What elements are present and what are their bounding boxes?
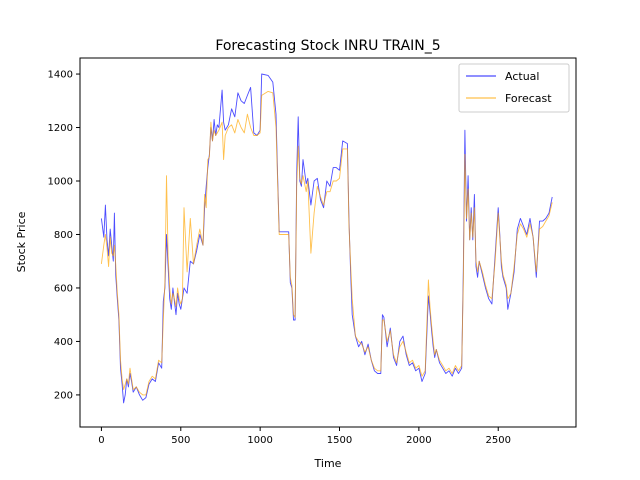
y-tick-label: 800 [54,230,73,241]
series-line-actual [100,73,553,404]
y-tick-label: 200 [54,390,73,401]
plot-area [100,73,553,404]
x-tick-label: 2000 [406,435,431,446]
y-tick-label: 400 [54,337,73,348]
x-axis: 0 500 1000 1500 2000 2500 [98,427,511,446]
y-tick-label: 1200 [48,123,73,134]
x-tick-label: 500 [171,435,190,446]
legend-label-actual: Actual [505,70,539,83]
x-tick-label: 1000 [247,435,272,446]
x-tick-label: 0 [98,435,104,446]
legend: Actual Forecast [458,63,570,113]
y-tick-label: 1400 [48,70,73,81]
y-tick-label: 1000 [48,177,73,188]
series-line-forecast [100,90,553,396]
chart-title: Forecasting Stock INRU TRAIN_5 [215,38,440,54]
x-axis-title: Time [314,457,342,470]
y-axis: 200 400 600 800 1000 1200 1400 [48,70,80,401]
y-axis-title: Stock Price [15,211,28,272]
plot-frame [79,57,577,428]
legend-label-forecast: Forecast [505,92,552,105]
y-tick-label: 600 [54,283,73,294]
x-tick-label: 1500 [327,435,352,446]
x-tick-label: 2500 [486,435,511,446]
